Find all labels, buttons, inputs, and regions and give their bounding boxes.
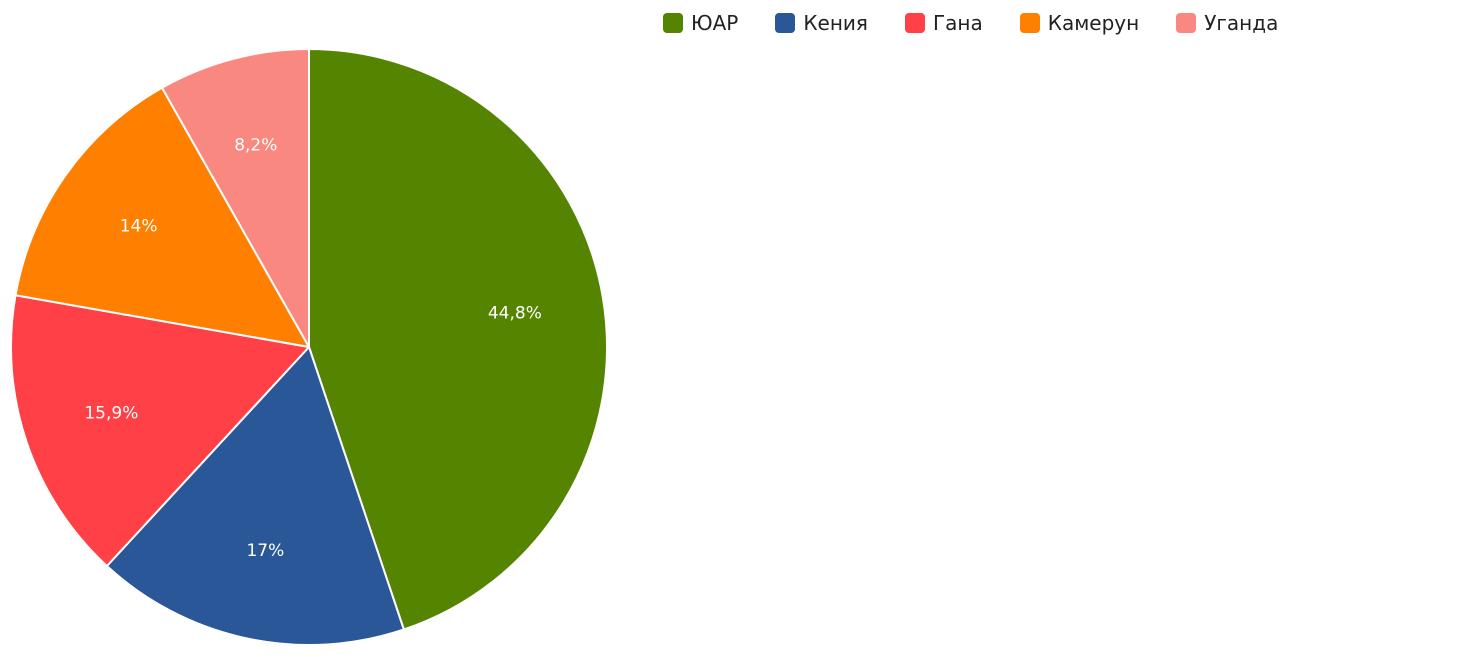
- pie-slice-1[interactable]: [308, 48, 608, 631]
- legend-swatch-gana: [904, 13, 925, 33]
- pie-slice-5[interactable]: [161, 48, 310, 348]
- pie-slice-label-4: 14%: [120, 217, 158, 237]
- legend-item-keniya[interactable]: Кения: [775, 6, 868, 40]
- pie-slice-label-3: 15,9%: [84, 404, 138, 424]
- pie-data-labels: 44,8% 17% 15,9% 14% 8,2%: [84, 135, 542, 561]
- legend-swatch-uganda: [1176, 13, 1197, 33]
- pie-slice-2[interactable]: [105, 346, 405, 646]
- legend-swatch-kamerun: [1019, 13, 1040, 33]
- pie-slice-label-2: 17%: [246, 541, 284, 561]
- pie-slice-4[interactable]: [14, 86, 310, 348]
- legend-label: Гана: [932, 11, 983, 35]
- legend-swatch-yuar: [663, 13, 683, 33]
- chart-legend: ЮАР Кения Гана Камерун Уганда: [663, 6, 1278, 40]
- legend-item-kamerun[interactable]: Камерун: [1019, 6, 1140, 40]
- legend-swatch-keniya: [775, 13, 796, 33]
- legend-item-uganda[interactable]: Уганда: [1176, 6, 1278, 40]
- legend-label: Камерун: [1047, 11, 1140, 35]
- legend-item-yuar[interactable]: ЮАР: [663, 6, 738, 40]
- legend-label: Кения: [803, 11, 868, 35]
- legend-label: ЮАР: [691, 11, 739, 35]
- pie-slice-label-5: 8,2%: [234, 135, 277, 155]
- pie-slices: [10, 48, 608, 646]
- legend-label: Уганда: [1204, 11, 1279, 35]
- pie-slice-label-1: 44,8%: [488, 303, 542, 323]
- legend-item-gana[interactable]: Гана: [904, 6, 983, 40]
- pie-slice-3[interactable]: [10, 294, 310, 567]
